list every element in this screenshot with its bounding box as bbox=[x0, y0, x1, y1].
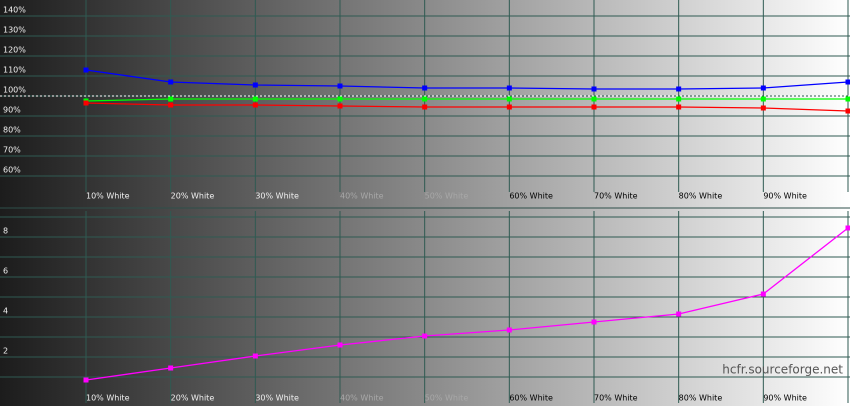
y-tick-label: 80% bbox=[3, 126, 21, 135]
point bbox=[676, 311, 682, 317]
point bbox=[676, 104, 682, 110]
point bbox=[591, 86, 597, 92]
watermark: hcfr.sourceforge.net bbox=[722, 363, 843, 377]
point bbox=[506, 327, 512, 333]
point bbox=[760, 291, 766, 297]
series-line bbox=[85, 227, 849, 381]
point bbox=[252, 102, 258, 108]
point bbox=[422, 333, 428, 339]
x-tick-label: 10% White bbox=[86, 394, 130, 403]
point bbox=[422, 85, 428, 91]
x-tick-label: 60% White bbox=[509, 192, 553, 201]
x-tick-label: 50% White bbox=[425, 394, 469, 403]
x-tick-label: 10% White bbox=[86, 192, 130, 201]
point bbox=[422, 104, 428, 110]
y-tick-label: 90% bbox=[3, 106, 21, 115]
point bbox=[337, 96, 343, 102]
point bbox=[168, 102, 174, 108]
point bbox=[337, 83, 343, 89]
point bbox=[760, 96, 766, 102]
x-tick-label: 30% White bbox=[255, 394, 299, 403]
point bbox=[760, 105, 766, 111]
point bbox=[506, 96, 512, 102]
y-tick-label: 8 bbox=[3, 227, 8, 236]
point bbox=[168, 79, 174, 85]
y-tick-label: 2 bbox=[3, 347, 8, 356]
point bbox=[422, 96, 428, 102]
point bbox=[337, 342, 343, 348]
point bbox=[252, 96, 258, 102]
point bbox=[676, 96, 682, 102]
x-tick-label: 20% White bbox=[171, 192, 215, 201]
point bbox=[506, 85, 512, 91]
point bbox=[591, 96, 597, 102]
x-tick-label: 60% White bbox=[509, 394, 553, 403]
point bbox=[845, 79, 850, 85]
point bbox=[845, 108, 850, 114]
x-tick-label: 20% White bbox=[171, 394, 215, 403]
point bbox=[83, 100, 89, 106]
point bbox=[252, 353, 258, 359]
y-tick-label: 4 bbox=[3, 307, 8, 316]
point bbox=[760, 85, 766, 91]
point bbox=[83, 67, 89, 73]
point bbox=[591, 104, 597, 110]
x-tick-label: 50% White bbox=[425, 192, 469, 201]
y-tick-label: 6 bbox=[3, 267, 8, 276]
series-line bbox=[85, 102, 849, 112]
series-line bbox=[85, 69, 849, 90]
y-tick-label: 140% bbox=[3, 6, 26, 15]
y-tick-label: 70% bbox=[3, 146, 21, 155]
y-tick-label: 60% bbox=[3, 166, 21, 175]
point bbox=[591, 319, 597, 325]
x-tick-label: 90% White bbox=[763, 394, 807, 403]
x-tick-label: 40% White bbox=[340, 192, 384, 201]
y-tick-label: 120% bbox=[3, 46, 26, 55]
point bbox=[252, 82, 258, 88]
x-tick-label: 30% White bbox=[255, 192, 299, 201]
x-tick-label: 70% White bbox=[594, 192, 638, 201]
point bbox=[845, 225, 850, 231]
point bbox=[676, 86, 682, 92]
x-tick-label: 80% White bbox=[679, 192, 723, 201]
point bbox=[168, 96, 174, 102]
x-tick-label: 70% White bbox=[594, 394, 638, 403]
x-tick-label: 80% White bbox=[679, 394, 723, 403]
point bbox=[337, 103, 343, 109]
point bbox=[83, 377, 89, 383]
series-line bbox=[85, 98, 848, 102]
y-tick-label: 110% bbox=[3, 66, 26, 75]
y-tick-label: 130% bbox=[3, 26, 26, 35]
point bbox=[506, 104, 512, 110]
point bbox=[168, 365, 174, 371]
x-tick-label: 40% White bbox=[340, 394, 384, 403]
x-tick-label: 90% White bbox=[763, 192, 807, 201]
point bbox=[845, 96, 850, 102]
y-tick-label: 100% bbox=[3, 86, 26, 95]
